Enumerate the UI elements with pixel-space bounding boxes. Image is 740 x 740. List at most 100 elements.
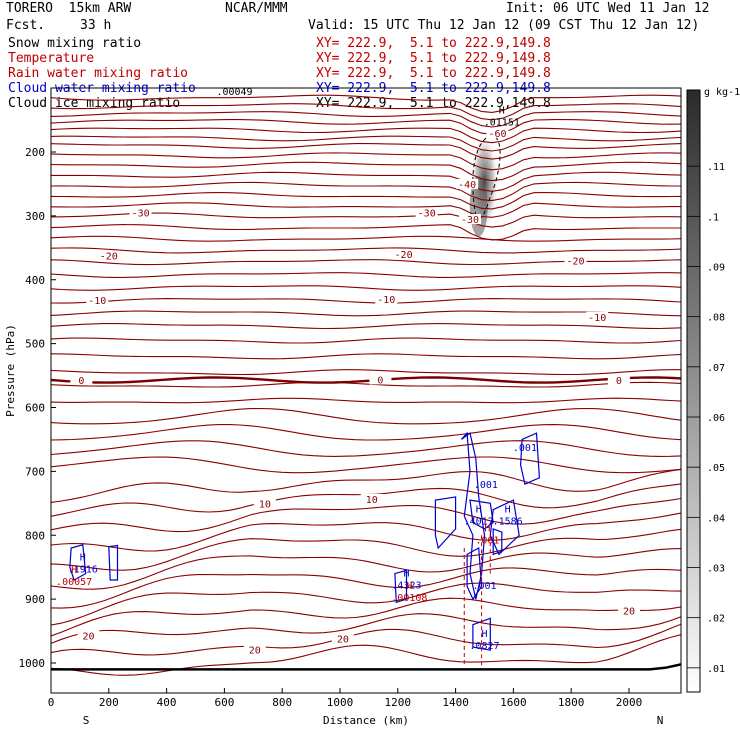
isotherm-line [51,152,681,171]
isotherm-line [51,597,681,637]
y-tick-label: 500 [25,338,45,351]
isotherm-line [51,161,681,182]
isotherm-label: -30 [132,209,150,220]
isotherm-label-bg [607,375,630,386]
colorbar-tick-label: .05 [707,463,725,474]
isotherm-line [51,235,681,242]
max-marker: H [231,75,237,86]
center-label: NCAR/MMM [225,1,288,16]
max-value: .01151 [484,117,520,128]
y-tick-label: 1000 [19,657,46,670]
cloud-water-label: .001 [474,480,498,491]
isotherm-label: -10 [588,313,606,324]
isotherm-label: 20 [83,632,95,643]
isotherm-line [51,94,681,113]
cloud-water-contour [466,547,483,601]
isotherm-label-bg [77,630,100,641]
isotherm-label: -10 [377,295,395,306]
colorbar-tick-label: .01 [707,664,725,675]
isotherm-label: -20 [566,257,584,268]
field-temperature-name: Temperature [8,51,95,66]
isotherm-line [51,381,681,388]
cloud-water-contour [460,431,486,600]
y-tick-label: 800 [25,529,45,542]
isotherm-label: -30 [418,209,436,220]
isotherm-label: 10 [366,495,378,506]
y-tick-label: 300 [25,210,45,223]
isotherm-label: 20 [249,646,261,657]
isotherm-label-bg [617,605,640,616]
max-marker: H [484,524,490,535]
cloud-water-contour [492,528,503,556]
isotherm-line [51,111,681,128]
zero-isotherm [51,376,681,384]
isotherm-line [51,369,681,376]
isotherm-line [51,310,681,317]
isotherm-label-bg [360,493,383,504]
cloud-water-contour [469,499,494,530]
isotherm-line [51,337,681,344]
max-value: .1586 [493,516,523,527]
max-marker: H [80,552,86,563]
isotherm-label-bg [415,207,438,218]
max-marker: H [505,504,511,515]
isotherm-label-bg [392,249,415,260]
terrain-surface [51,663,681,671]
isotherm-line [51,181,681,202]
isotherm-line [51,582,681,626]
cloud-water-contour [489,499,520,556]
isotherm-label-bg [331,633,354,644]
x-tick-label: 600 [214,696,234,709]
colorbar-tick-label: .08 [707,313,725,324]
isotherm-label: 20 [623,607,635,618]
isotherm-line [51,528,681,571]
cloud-water-contour [434,496,457,550]
field-cloudice-name: Cloud ice mixing ratio [8,96,181,111]
max-value: .0827 [469,641,499,652]
isotherm-line [51,212,681,228]
x-tick-label: 2000 [616,696,643,709]
max-marker: H [499,105,505,116]
forecast-hours: 33 h [80,18,112,33]
isotherm-label: -20 [395,250,413,261]
isotherm-label-bg [369,374,392,385]
y-tick-label: 600 [25,402,45,415]
isotherm-line [51,613,681,644]
cloud-water-contour [394,569,408,604]
isotherm-label-bg [459,214,482,225]
field-rain-xy: XY= 222.9, 5.1 to 222.9,149.8 [316,66,551,81]
max-marker: H [481,629,487,640]
cloud-water-label: .001 [513,443,537,454]
x-tick-label: 1400 [442,696,469,709]
x-tick-label: 1600 [500,696,527,709]
colorbar-tick-label: .07 [707,363,725,374]
isotherm-label: 10 [259,499,271,510]
cloud-water-label: .001 [472,581,496,592]
isotherm-line [51,567,681,609]
forecast-label: Fcst. [6,18,46,33]
isotherm-line [51,623,681,656]
isotherm-label-bg [129,207,152,218]
isotherm-label-bg [456,178,479,189]
isotherm-label-bg [253,498,276,509]
colorbar [686,89,701,693]
max-value: .4323 [391,580,421,591]
isotherm-line [51,397,681,404]
isotherm-line [51,192,681,210]
isotherm-label-bg [375,293,398,304]
isotherm-label-bg [564,255,587,266]
y-tick-label: 400 [25,274,45,287]
max-value: .00108 [391,593,427,604]
isotherm-label-bg [70,375,93,386]
isotherm-line [51,468,681,503]
isotherm-line [51,127,681,144]
init-time: Init: 06 UTC Wed 11 Jan 12 [506,1,710,16]
colorbar-tick-label: .03 [707,564,725,575]
cloud-water-contour [519,432,541,485]
valid-time: Valid: 15 UTC Thu 12 Jan 12 (09 CST Thu … [308,18,700,33]
isotherm-label: 0 [616,376,622,387]
y-tick-label: 900 [25,593,45,606]
isotherm-label: 0 [78,376,84,387]
isotherm-line [51,143,681,160]
max-value: .00057 [56,577,92,588]
